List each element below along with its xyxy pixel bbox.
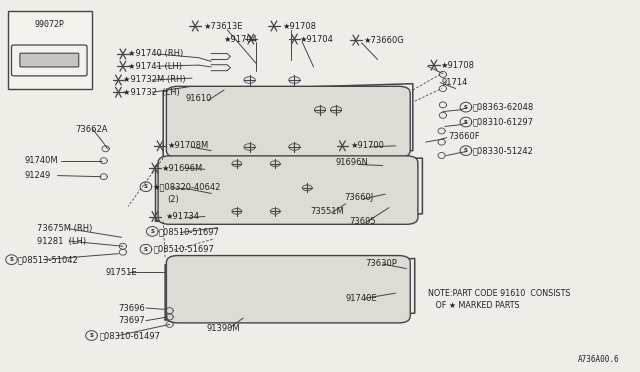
Text: 73660F: 73660F: [448, 132, 479, 141]
Text: S: S: [144, 184, 148, 189]
Text: Ⓢ08510-51697: Ⓢ08510-51697: [154, 245, 214, 254]
Text: ★91708: ★91708: [440, 61, 474, 70]
Text: S: S: [144, 247, 148, 252]
Text: Ⓢ08330-51242: Ⓢ08330-51242: [472, 146, 533, 155]
Text: 73630P: 73630P: [365, 259, 397, 268]
Text: 73662A: 73662A: [76, 125, 108, 134]
Text: ★91732  (LH): ★91732 (LH): [123, 88, 180, 97]
FancyBboxPatch shape: [158, 156, 418, 224]
Text: S: S: [150, 229, 154, 234]
Text: ★91704: ★91704: [300, 35, 333, 44]
Text: 91714: 91714: [442, 78, 468, 87]
FancyBboxPatch shape: [166, 256, 410, 323]
Text: S: S: [90, 333, 93, 338]
Text: ★91741 (LH): ★91741 (LH): [128, 62, 182, 71]
Text: S: S: [464, 148, 468, 153]
Text: ★91732M (RH): ★91732M (RH): [123, 76, 186, 84]
Text: ★Ⓢ08320-40642: ★Ⓢ08320-40642: [152, 182, 221, 191]
Text: 91610: 91610: [186, 94, 212, 103]
Text: ★91734: ★91734: [165, 212, 199, 221]
Text: Ⓢ08310-61297: Ⓢ08310-61297: [472, 118, 533, 126]
Text: ★91704: ★91704: [223, 35, 257, 44]
Text: 73696: 73696: [118, 304, 145, 312]
Text: Ⓢ08513-51042: Ⓢ08513-51042: [18, 255, 79, 264]
Text: Ⓢ08363-62048: Ⓢ08363-62048: [472, 103, 534, 112]
Text: ★91708M: ★91708M: [168, 141, 209, 150]
Text: ★91700: ★91700: [351, 141, 385, 150]
Text: ★73613E: ★73613E: [204, 22, 243, 31]
Text: 91390M: 91390M: [206, 324, 240, 333]
Text: Ⓢ08310-61497: Ⓢ08310-61497: [99, 331, 160, 340]
Text: 91696N: 91696N: [336, 158, 369, 167]
Text: S: S: [10, 257, 13, 262]
Text: 91740M: 91740M: [24, 156, 58, 165]
Text: (2): (2): [168, 195, 179, 203]
Text: 91740E: 91740E: [346, 294, 377, 303]
Text: NOTE:PART CODE 91610  CONSISTS
   OF ★ MARKED PARTS: NOTE:PART CODE 91610 CONSISTS OF ★ MARKE…: [428, 289, 570, 310]
Text: 99072P: 99072P: [35, 20, 64, 29]
Text: ★73660G: ★73660G: [364, 36, 404, 45]
Text: Ⓢ08510-51697: Ⓢ08510-51697: [159, 227, 220, 236]
FancyBboxPatch shape: [166, 86, 410, 157]
Text: S: S: [464, 105, 468, 110]
Text: 73551M: 73551M: [310, 207, 344, 216]
Text: 91249: 91249: [24, 171, 51, 180]
Text: ★91708: ★91708: [283, 22, 317, 31]
Text: 73660J: 73660J: [344, 193, 374, 202]
Text: 73675M (RH): 73675M (RH): [37, 224, 93, 233]
Text: ★91740 (RH): ★91740 (RH): [128, 49, 183, 58]
Text: 73697: 73697: [118, 316, 145, 325]
Text: A736A00.6: A736A00.6: [578, 355, 620, 364]
Text: ★91696M: ★91696M: [162, 164, 203, 173]
FancyBboxPatch shape: [8, 11, 92, 89]
Text: 73695: 73695: [349, 217, 376, 226]
FancyBboxPatch shape: [20, 53, 79, 67]
Text: 91281  (LH): 91281 (LH): [37, 237, 86, 246]
Text: 91751E: 91751E: [106, 268, 137, 277]
Text: S: S: [464, 119, 468, 125]
